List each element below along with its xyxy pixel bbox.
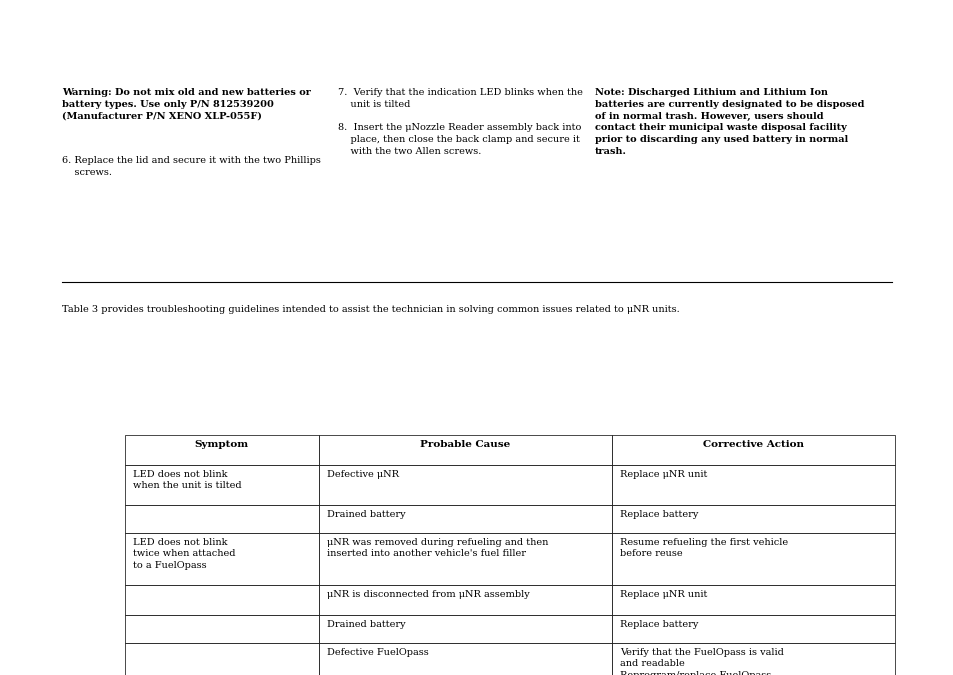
Text: 6. Replace the lid and secure it with the two Phillips
    screws.: 6. Replace the lid and secure it with th… bbox=[62, 156, 320, 177]
Bar bbox=[318, 505, 611, 533]
Text: Drained battery: Drained battery bbox=[326, 620, 405, 629]
Text: Defective μNR: Defective μNR bbox=[326, 470, 398, 479]
Bar bbox=[125, 643, 318, 675]
Text: Resume refueling the first vehicle
before reuse: Resume refueling the first vehicle befor… bbox=[619, 538, 787, 558]
Bar bbox=[611, 643, 894, 675]
Bar bbox=[611, 435, 894, 465]
Bar bbox=[318, 435, 611, 465]
Bar bbox=[318, 615, 611, 643]
Text: Symptom: Symptom bbox=[194, 440, 249, 449]
Text: Replace battery: Replace battery bbox=[619, 620, 698, 629]
Bar bbox=[611, 505, 894, 533]
Text: Replace battery: Replace battery bbox=[619, 510, 698, 519]
Bar bbox=[125, 615, 318, 643]
Text: 7.  Verify that the indication LED blinks when the
    unit is tilted

8.  Inser: 7. Verify that the indication LED blinks… bbox=[337, 88, 582, 156]
Text: Verify that the FuelOpass is valid
and readable
Reprogram/replace FuelOpass: Verify that the FuelOpass is valid and r… bbox=[619, 648, 783, 675]
Bar bbox=[611, 615, 894, 643]
Text: Corrective Action: Corrective Action bbox=[702, 440, 803, 449]
Text: Note: Discharged Lithium and Lithium Ion
batteries are currently designated to b: Note: Discharged Lithium and Lithium Ion… bbox=[595, 88, 863, 156]
Bar bbox=[318, 465, 611, 505]
Text: Warning: Do not mix old and new batteries or
battery types. Use only P/N 8125392: Warning: Do not mix old and new batterie… bbox=[62, 88, 311, 121]
Bar bbox=[611, 585, 894, 615]
Bar bbox=[611, 465, 894, 505]
Bar bbox=[318, 643, 611, 675]
Text: Defective FuelOpass: Defective FuelOpass bbox=[326, 648, 428, 657]
Bar bbox=[611, 533, 894, 585]
Bar bbox=[125, 533, 318, 585]
Bar bbox=[125, 585, 318, 615]
Text: μNR was removed during refueling and then
inserted into another vehicle's fuel f: μNR was removed during refueling and the… bbox=[326, 538, 548, 558]
Text: Probable Cause: Probable Cause bbox=[419, 440, 510, 449]
Bar bbox=[318, 585, 611, 615]
Text: Replace μNR unit: Replace μNR unit bbox=[619, 590, 706, 599]
Bar bbox=[318, 533, 611, 585]
Bar bbox=[125, 505, 318, 533]
Text: Drained battery: Drained battery bbox=[326, 510, 405, 519]
Text: LED does not blink
twice when attached
to a FuelOpass: LED does not blink twice when attached t… bbox=[132, 538, 235, 570]
Text: LED does not blink
when the unit is tilted: LED does not blink when the unit is tilt… bbox=[132, 470, 241, 491]
Bar bbox=[125, 465, 318, 505]
Text: μNR is disconnected from μNR assembly: μNR is disconnected from μNR assembly bbox=[326, 590, 529, 599]
Text: Table 3 provides troubleshooting guidelines intended to assist the technician in: Table 3 provides troubleshooting guideli… bbox=[62, 305, 679, 314]
Text: Replace μNR unit: Replace μNR unit bbox=[619, 470, 706, 479]
Bar bbox=[125, 435, 318, 465]
